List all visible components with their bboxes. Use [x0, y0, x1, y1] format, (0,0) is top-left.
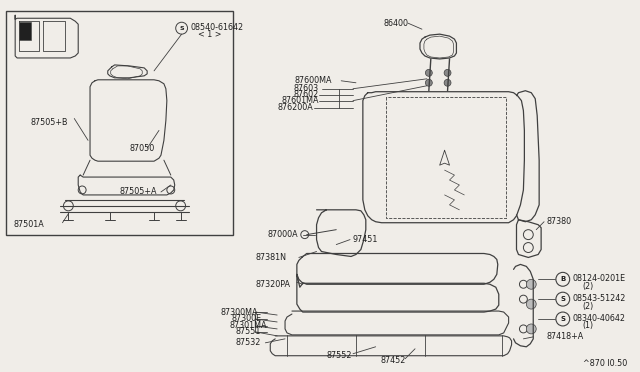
Circle shape	[426, 79, 432, 86]
Text: 86400: 86400	[383, 19, 408, 28]
Text: S: S	[560, 316, 565, 322]
Text: (2): (2)	[583, 282, 594, 291]
Circle shape	[444, 69, 451, 76]
Text: < 1 >: < 1 >	[198, 30, 222, 39]
Text: B: B	[560, 276, 565, 282]
Text: 08124-0201E: 08124-0201E	[573, 274, 626, 283]
Circle shape	[426, 69, 432, 76]
Text: 08540-61642: 08540-61642	[191, 23, 244, 32]
Text: 87552: 87552	[326, 351, 352, 360]
Text: 87505+A: 87505+A	[120, 187, 157, 196]
Text: 87601MA: 87601MA	[281, 96, 319, 105]
Text: S: S	[560, 296, 565, 302]
Bar	[6, 11, 233, 235]
Text: 87532: 87532	[236, 338, 261, 347]
Text: 87380: 87380	[546, 217, 571, 226]
Text: 87418+A: 87418+A	[546, 332, 583, 341]
Text: S: S	[179, 26, 184, 31]
Text: (1): (1)	[583, 321, 594, 330]
Text: 87381N: 87381N	[255, 253, 287, 262]
Text: 87050: 87050	[129, 144, 155, 153]
Text: 97451: 97451	[352, 235, 378, 244]
Bar	[19, 22, 31, 40]
Text: 87000A: 87000A	[268, 230, 298, 239]
Circle shape	[526, 299, 536, 309]
Circle shape	[526, 279, 536, 289]
Text: 87452: 87452	[381, 356, 406, 365]
Text: 87551: 87551	[236, 327, 261, 336]
Text: 87301MA: 87301MA	[230, 321, 268, 330]
Text: 87320PA: 87320PA	[255, 280, 291, 289]
Text: 08340-40642: 08340-40642	[573, 314, 626, 323]
Text: 87501A: 87501A	[13, 220, 44, 229]
Text: 87300MA: 87300MA	[220, 308, 257, 317]
Text: 87300E: 87300E	[232, 314, 262, 324]
Text: 87602: 87602	[294, 90, 319, 99]
Text: 876200A: 876200A	[277, 103, 313, 112]
Text: 87600MA: 87600MA	[295, 76, 332, 85]
Text: ^870 I0.50: ^870 I0.50	[582, 359, 627, 368]
Circle shape	[526, 324, 536, 334]
Text: 08543-51242: 08543-51242	[573, 294, 626, 303]
Text: 87505+B: 87505+B	[31, 118, 68, 127]
Text: 87603: 87603	[294, 84, 319, 93]
Circle shape	[444, 79, 451, 86]
Text: (2): (2)	[583, 302, 594, 311]
